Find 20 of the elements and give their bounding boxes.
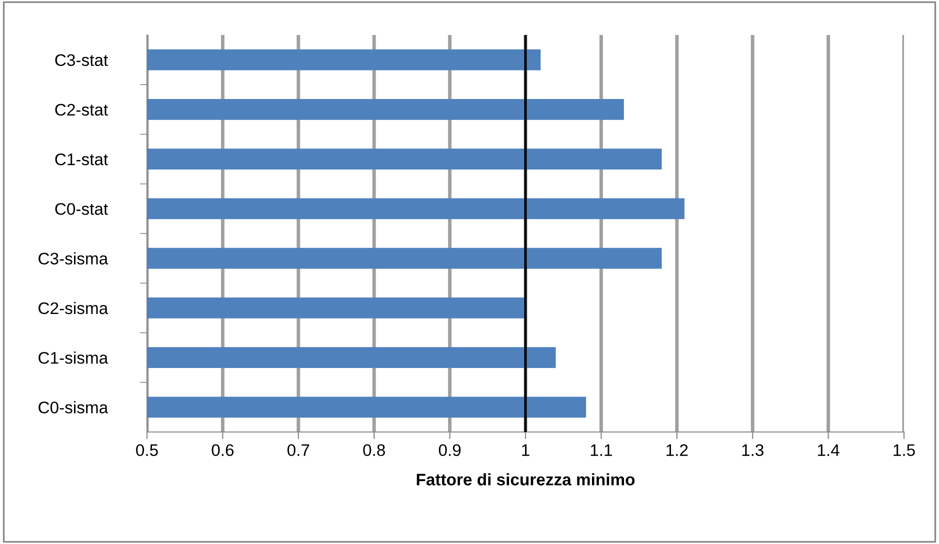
y-tick-label: C0-sisma [38,401,108,414]
x-tick-label: 1.3 [742,444,764,456]
x-tick-label: 1.2 [666,444,688,456]
x-tick-label: 1.4 [818,444,840,456]
y-tick-label: C2-stat [55,104,108,116]
x-tick-label: 1 [522,444,530,456]
y-tick-label: C3-stat [55,54,108,66]
y-tick-label: C3-sisma [38,252,108,265]
y-tick-label: C2-sisma [38,302,108,314]
x-axis-title: Fattore di sicurezza minimo [416,473,635,486]
x-tick-label: 0.9 [438,444,461,456]
y-tick-label: C1-sisma [38,352,108,364]
x-tick-label: 1.1 [590,444,612,456]
x-tick-label: 0.8 [363,444,385,456]
x-tick-label: 0.7 [287,444,310,456]
x-tick-label: 0.5 [136,444,158,456]
x-tick-label: 1.5 [894,444,915,456]
x-tick-label: 0.6 [212,444,234,456]
y-tick-label: C0-stat [55,203,108,215]
y-tick-label: C1-stat [55,153,108,166]
